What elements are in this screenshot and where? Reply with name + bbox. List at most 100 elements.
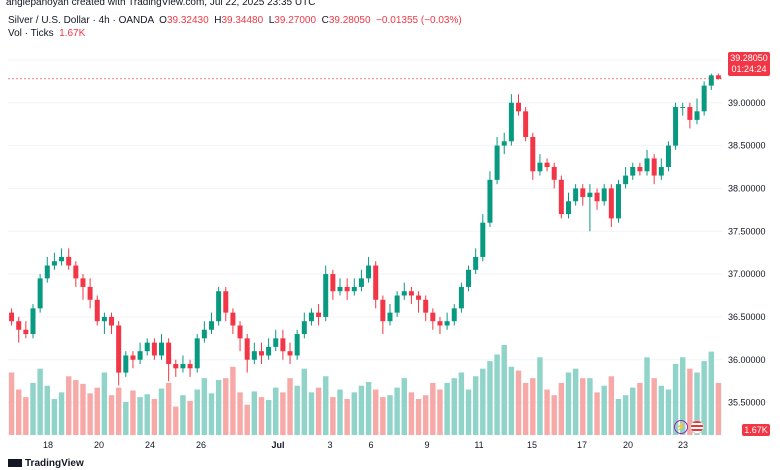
volume-label[interactable]: Vol · Ticks [8,28,54,39]
candle-body [358,278,364,287]
candle-body [130,355,136,360]
tradingview-brand[interactable]: TradingView [8,458,84,469]
volume-bar [715,382,722,435]
volume-legend: Vol · Ticks 1.67K [8,28,85,39]
volume-bar [130,390,136,435]
candle-body [230,312,236,326]
candle-body [51,261,57,266]
candle-body [501,141,507,146]
candle-body [380,299,386,322]
volume-bar [701,361,707,435]
volume-bar [594,392,600,435]
candle-body [337,286,343,292]
candle-body [9,312,15,322]
candle-body [273,338,279,347]
volume-bar [51,399,58,435]
volume-bar [408,392,415,435]
volume-bar [658,385,665,435]
volume-bar [123,401,129,435]
candle-body [694,111,700,120]
volume-bar [151,399,158,435]
candle-body [558,179,564,215]
time-tick-label: 3 [327,440,332,450]
candle-body [551,167,557,180]
volume-bar [301,368,308,435]
volume-bar [601,385,607,435]
candle-body [416,295,422,300]
candle-body [101,316,107,322]
candle-body [587,192,593,197]
candle-body [244,338,250,360]
candle-body [208,321,214,330]
volume-bar [608,376,615,435]
candle-body [80,278,86,287]
candle-body [394,295,400,313]
candle-body [530,137,536,172]
time-tick-label: 20 [623,440,633,450]
volume-bar [208,393,215,435]
candle-body [523,111,529,138]
volume-bar [115,387,122,435]
volume-bar [187,400,193,435]
symbol-legend: Silver / U.S. Dollar · 4h · OANDA O39.32… [8,15,462,26]
volume-bar [565,372,572,435]
volume-bar [158,388,165,435]
time-tick-label: 23 [678,440,688,450]
close-value: 39.28050 [328,15,371,26]
candle-body [187,364,193,369]
candle-body [351,286,357,292]
candle-body [30,308,36,335]
volume-bar [165,382,172,435]
volume-bar [501,345,507,435]
volume-bar [380,397,386,435]
volume-bar [258,397,265,435]
candle-body [251,351,257,360]
candle-body [116,325,122,373]
candle-body [451,308,457,322]
volume-bar [351,392,358,435]
candle-body [701,85,707,112]
candle-body [687,107,693,120]
volume-bar [401,378,407,435]
candle-body [223,291,229,313]
candle-body [594,192,600,202]
volume-bar [173,406,179,435]
candle-body [430,312,436,322]
volume-bar [422,395,429,435]
time-tick-label: 24 [145,440,155,450]
candle-body [94,299,100,322]
time-tick-label: 20 [94,440,104,450]
volume-bar [201,378,208,435]
symbol-name[interactable]: Silver / U.S. Dollar · 4h · OANDA [8,15,154,26]
candle-body [458,286,464,309]
lightning-icon[interactable]: ⚡ [674,420,688,434]
time-tick-label: 6 [368,440,373,450]
volume-bar [687,368,693,435]
volume-bar [58,392,65,435]
price-tick-label: 37.50000 [728,226,766,236]
us-flag-icon[interactable] [690,420,704,434]
candle-body [630,167,636,176]
candle-body [444,321,450,326]
candle-body [508,102,514,142]
candle-body [159,342,165,356]
candle-body [466,269,472,287]
candle-body [401,291,407,296]
time-tick-label: 15 [527,440,537,450]
candle-body [708,75,714,86]
candle-body [237,325,243,339]
volume-bar [215,380,222,435]
brand-name: TradingView [25,458,84,469]
candle-body [644,158,650,172]
volume-bar [522,382,529,435]
volume-bar [480,368,486,435]
volume-bar [280,392,286,435]
candle-body [373,265,379,300]
volume-bar [15,389,22,435]
volume-bar [387,395,393,435]
volume-bar [244,404,250,435]
candle-body [680,107,686,109]
volume-bar [137,397,143,435]
volume-bar [430,382,436,435]
